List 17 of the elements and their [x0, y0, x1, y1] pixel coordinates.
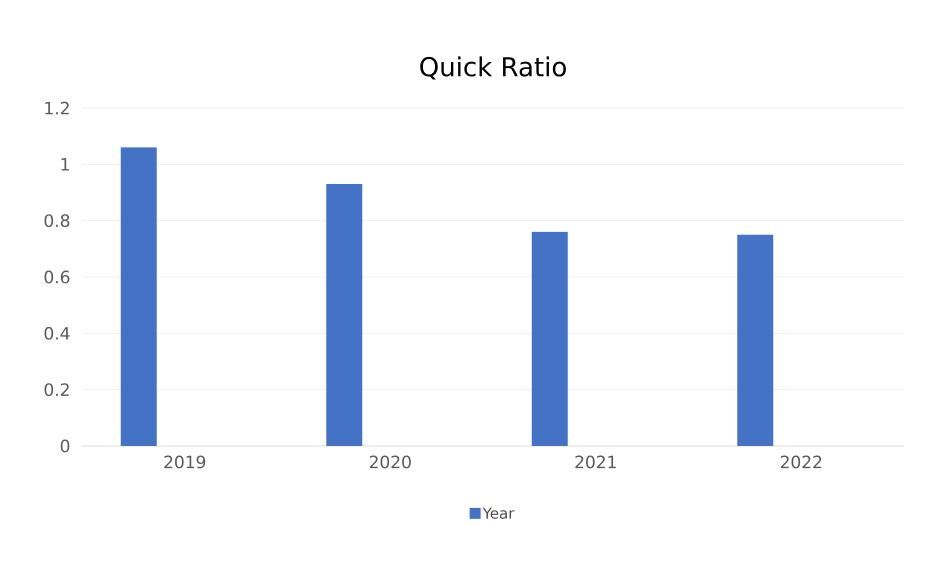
y-tick-label: 0.6	[44, 270, 70, 284]
y-tick-label: 0.8	[44, 214, 70, 228]
bar	[120, 147, 157, 446]
y-tick-label: 1	[62, 158, 69, 171]
chart-title: Quick Ratio	[420, 56, 566, 80]
x-tick-label: 2022	[780, 456, 822, 468]
y-tick-label: 0	[60, 440, 70, 452]
y-tick-label: 1.2	[45, 102, 69, 114]
x-tick-label: 2019	[164, 456, 206, 468]
bar	[326, 184, 362, 446]
legend-label: Year	[482, 508, 514, 519]
y-tick-label: 0.4	[44, 326, 70, 340]
bar	[737, 234, 774, 446]
x-tick-label: 2020	[370, 456, 411, 468]
x-tick-label: 2021	[575, 456, 616, 468]
bar	[532, 232, 568, 446]
y-tick-label: 0.2	[44, 383, 69, 396]
